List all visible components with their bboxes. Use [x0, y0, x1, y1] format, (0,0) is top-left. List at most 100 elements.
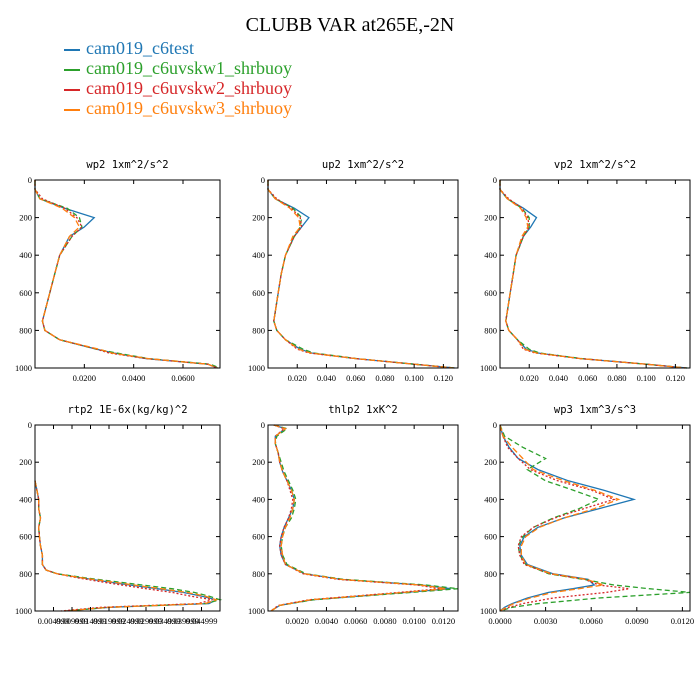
series-line — [270, 424, 447, 612]
series-line — [34, 480, 213, 612]
x-tick-label: 0.019999 — [93, 616, 125, 626]
x-tick-label: 0.029999 — [130, 616, 162, 626]
panel: up2 1xm^2/s^2 0 200 400 600 800 1000 0.020 0.040… — [248, 159, 459, 383]
x-tick-label: 0.039999 — [167, 616, 199, 626]
panel-title: thlp2 1xK^2 — [328, 404, 398, 416]
legend-item: cam019_c6test — [64, 38, 292, 58]
y-tick-label: 800 — [19, 569, 32, 579]
legend-label: cam019_c6uvskw3_shrbuoy — [86, 98, 292, 118]
series-line — [34, 480, 223, 612]
legend-item: cam019_c6uvskw2_shrbuoy — [64, 78, 292, 98]
x-tick-label: 0.060 — [578, 373, 597, 383]
legend-item: cam019_c6uvskw3_shrbuoy — [64, 98, 292, 118]
legend-swatch — [64, 88, 80, 91]
y-tick-label: 0 — [493, 175, 497, 185]
series-line — [34, 180, 218, 369]
series-line — [499, 180, 688, 369]
panel: thlp2 1xK^2 0 200 400 600 800 1000 0.0020 0.0040… — [248, 404, 459, 626]
y-tick-label: 600 — [484, 532, 497, 542]
x-tick-label: 0.100 — [637, 373, 656, 383]
x-tick-label: 0.0100 — [402, 616, 425, 626]
y-tick-label: 800 — [484, 569, 497, 579]
x-tick-label: 0.0080 — [373, 616, 396, 626]
y-tick-label: 800 — [484, 325, 497, 335]
y-tick-label: 800 — [252, 569, 265, 579]
legend-item: cam019_c6uvskw1_shrbuoy — [64, 58, 292, 78]
x-tick-label: 0.020 — [520, 373, 539, 383]
y-tick-label: 200 — [252, 213, 265, 223]
x-tick-label: 0.040 — [549, 373, 568, 383]
y-tick-label: 600 — [252, 288, 265, 298]
series-line — [267, 180, 454, 369]
x-tick-label: 0.034999 — [149, 616, 181, 626]
y-tick-label: 1000 — [15, 606, 32, 616]
x-tick-label: 0.040 — [317, 373, 336, 383]
x-tick-label: 0.120 — [666, 373, 685, 383]
series-line — [270, 424, 441, 612]
x-tick-label: 0.0120 — [671, 616, 694, 626]
y-tick-label: 600 — [19, 288, 32, 298]
panel-title: vp2 1xm^2/s^2 — [554, 159, 636, 171]
series-line — [499, 180, 686, 369]
x-tick-label: 0.0120 — [432, 616, 455, 626]
y-tick-label: 1000 — [248, 363, 265, 373]
series-line — [499, 424, 637, 612]
y-tick-label: 800 — [19, 325, 32, 335]
series-line — [34, 180, 218, 369]
y-tick-label: 200 — [19, 457, 32, 467]
y-tick-label: 400 — [484, 250, 497, 260]
series-line — [267, 180, 456, 369]
series-line — [499, 424, 630, 612]
panel-title: wp3 1xm^3/s^3 — [554, 404, 636, 416]
panel: wp2 1xm^2/s^2 0 200 400 600 800 1000 0.0200 0.04… — [15, 159, 221, 383]
y-tick-label: 0 — [28, 175, 32, 185]
y-tick-label: 0 — [493, 420, 497, 430]
panel-title: up2 1xm^2/s^2 — [322, 159, 404, 171]
y-tick-label: 1000 — [480, 606, 497, 616]
y-tick-label: 400 — [252, 494, 265, 504]
y-tick-label: 1000 — [15, 363, 32, 373]
x-tick-label: 0.0600 — [171, 373, 194, 383]
panel-title: wp2 1xm^2/s^2 — [86, 159, 168, 171]
x-tick-label: 0.0200 — [73, 373, 96, 383]
y-tick-label: 600 — [484, 288, 497, 298]
legend-label: cam019_c6uvskw2_shrbuoy — [86, 78, 292, 98]
y-tick-label: 400 — [484, 494, 497, 504]
series-line — [267, 180, 454, 369]
series-line — [34, 480, 219, 612]
series-line — [499, 180, 688, 369]
x-tick-label: 0.024999 — [112, 616, 144, 626]
series-line — [270, 424, 459, 612]
series-line — [499, 424, 691, 612]
x-tick-label: 0.004999 — [38, 616, 70, 626]
panel-title: rtp2 1E-6x(kg/kg)^2 — [67, 404, 187, 416]
plot-frame — [499, 179, 691, 369]
legend-label: cam019_c6test — [86, 38, 194, 58]
legend-swatch — [64, 108, 80, 111]
x-tick-label: 0.0400 — [122, 373, 145, 383]
y-tick-label: 0 — [28, 420, 32, 430]
plot-frame — [267, 424, 459, 612]
y-tick-label: 200 — [484, 457, 497, 467]
y-tick-label: 600 — [19, 532, 32, 542]
x-tick-label: 0.120 — [434, 373, 453, 383]
series-line — [499, 180, 686, 369]
series-line — [270, 424, 451, 612]
x-tick-label: 0.014999 — [75, 616, 107, 626]
x-tick-label: 0.080 — [375, 373, 394, 383]
y-tick-label: 400 — [19, 494, 32, 504]
legend: cam019_c6test cam019_c6uvskw1_shrbuoy ca… — [64, 38, 292, 118]
y-tick-label: 0 — [261, 175, 265, 185]
legend-label: cam019_c6uvskw1_shrbuoy — [86, 58, 292, 78]
y-tick-label: 200 — [19, 213, 32, 223]
panel: rtp2 1E-6x(kg/kg)^2 0 200 400 600 800 1000 0.00… — [15, 404, 223, 626]
x-tick-label: 0.0020 — [286, 616, 309, 626]
legend-swatch — [64, 48, 80, 51]
x-tick-label: 0.0000 — [488, 616, 511, 626]
plot-frame — [34, 424, 221, 612]
x-tick-label: 0.0060 — [580, 616, 603, 626]
y-tick-label: 0 — [261, 420, 265, 430]
